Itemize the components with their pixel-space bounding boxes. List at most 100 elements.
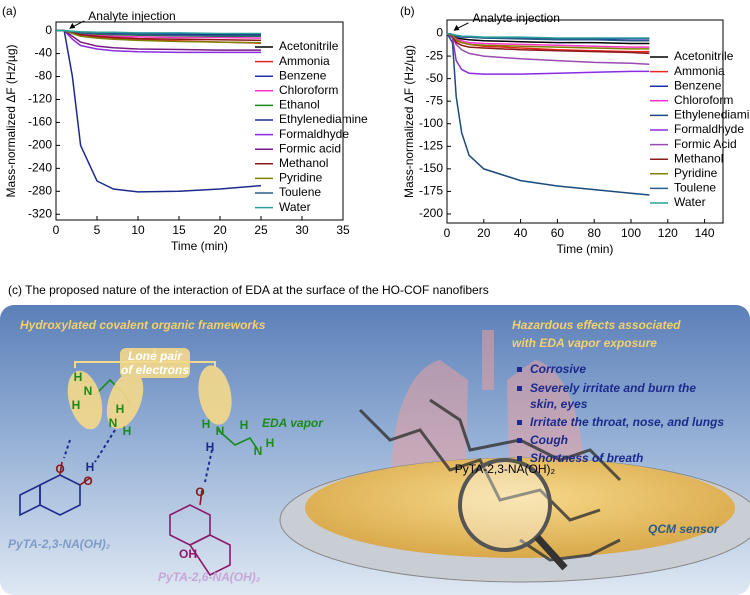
legend-label: Chloroform	[279, 83, 338, 97]
hazard-item: Irritate the throat, nose, and lungs	[530, 415, 724, 429]
x-tick-label: 15	[172, 223, 186, 237]
data-line	[56, 29, 262, 44]
x-tick-label: 140	[695, 226, 715, 240]
molecule-structures	[19, 378, 259, 577]
legend-label: Formaldhyde	[279, 127, 349, 141]
legend-label: Ethanol	[279, 98, 320, 112]
y-tick-label: -240	[28, 161, 52, 175]
right-heading: with EDA vapor exposure	[512, 336, 657, 350]
x-tick-label: 30	[295, 223, 309, 237]
magnifier	[458, 458, 552, 552]
x-tick-label: 5	[94, 223, 101, 237]
x-axis-label: Time (min)	[557, 242, 614, 256]
data-line	[56, 29, 261, 51]
legend-label: Acetonitrile	[279, 39, 339, 53]
y-tick-label: -75	[426, 93, 444, 107]
y-tick-label: -25	[426, 48, 444, 62]
y-tick-label: -200	[28, 138, 52, 152]
legend-label: Pyridine	[279, 171, 323, 185]
atom-label: O	[195, 485, 204, 499]
bullet	[517, 386, 522, 391]
atom-label: H	[72, 398, 81, 412]
y-tick-label: -40	[35, 46, 53, 60]
legend-label: Formic acid	[279, 141, 341, 155]
right-heading: Hazardous effects associated	[512, 318, 681, 332]
y-tick-label: 0	[45, 23, 52, 37]
legend-label: Chloroform	[674, 93, 733, 107]
hazard-item: Severely irritate and burn the	[530, 381, 696, 395]
data-line	[446, 32, 650, 75]
eda-vapor-label: EDA vapor	[262, 416, 324, 430]
atom-label: H	[123, 424, 132, 438]
annotation-arrowhead	[69, 22, 76, 29]
y-tick-label: -120	[28, 92, 52, 106]
left-heading: Hydroxylated covalent organic frameworks	[20, 318, 266, 332]
y-tick-label: -175	[419, 184, 443, 198]
panel-label: (a)	[2, 4, 17, 18]
molecule-label: PyTA-2,3-NA(OH)₂	[8, 537, 111, 551]
x-tick-label: 40	[514, 226, 528, 240]
atom-label: OH	[179, 547, 197, 561]
lone-pair-label: Lone pair	[128, 349, 183, 363]
x-tick-label: 60	[551, 226, 565, 240]
x-tick-label: 10	[131, 223, 145, 237]
data-line	[446, 32, 650, 50]
x-tick-label: 20	[213, 223, 227, 237]
atom-label: N	[109, 416, 118, 430]
data-line	[446, 33, 650, 196]
magnifier-handle	[534, 534, 568, 571]
y-tick-label: -100	[419, 116, 443, 130]
atom-label: N	[254, 444, 263, 458]
x-axis-label: Time (min)	[171, 239, 228, 253]
atom-label: N	[216, 424, 225, 438]
x-tick-label: 100	[621, 226, 641, 240]
y-tick-label: -125	[419, 138, 443, 152]
x-tick-label: 35	[336, 223, 350, 237]
magnifier-label: PyTA-2,3-NA(OH)₂	[455, 462, 556, 476]
atom-label: H	[240, 418, 249, 432]
y-tick-label: -150	[419, 161, 443, 175]
hydrogen-bonds	[63, 429, 213, 483]
legend-label: Benzene	[279, 68, 327, 82]
legend-label: Methanol	[279, 156, 328, 170]
data-line	[56, 29, 261, 54]
molecule-label: PyTA-2,6-NA(OH)₂	[158, 570, 261, 584]
legend-label: Ethylenediamine	[674, 108, 750, 122]
bullet	[517, 420, 522, 425]
atom-label: O	[83, 474, 92, 488]
data-line	[446, 32, 650, 65]
y-tick-label: -160	[28, 115, 52, 129]
bullet	[517, 456, 522, 461]
bullet	[517, 367, 522, 372]
y-axis-label: Mass-normalized ΔF (Hz/µg)	[4, 45, 18, 198]
bullet	[517, 438, 522, 443]
legend-label: Formic Acid	[674, 137, 737, 151]
data-line	[56, 29, 262, 193]
sensor-surface	[305, 458, 735, 558]
atom-label: H	[266, 436, 275, 450]
annotation: Analyte injection	[88, 9, 175, 23]
y-tick-label: -50	[426, 71, 444, 85]
panel-label: (b)	[400, 4, 415, 18]
legend-label: Toulene	[674, 181, 716, 195]
atom-label: N	[84, 384, 93, 398]
atom-label: O	[55, 462, 64, 476]
atom-label: H	[206, 440, 215, 454]
legend-label: Ammonia	[279, 54, 330, 68]
legend-label: Pyridine	[674, 166, 718, 180]
data-line	[56, 29, 261, 35]
y-axis-label: Mass-normalized ΔF (Hz/µg)	[402, 45, 416, 198]
y-tick-label: -200	[419, 206, 443, 220]
panel-c-title: (c) The proposed nature of the interacti…	[8, 283, 489, 297]
lone-pair-bracket	[74, 348, 216, 368]
hazard-item: Shortness of breath	[530, 451, 643, 465]
atom-label: H	[116, 402, 125, 416]
plot-frame	[446, 19, 724, 224]
atom-label: H	[86, 460, 95, 474]
lone-pair-label: of electrons	[121, 363, 189, 377]
legend-label: Water	[279, 200, 311, 214]
legend-label: Ammonia	[674, 64, 725, 78]
x-tick-label: 20	[477, 226, 491, 240]
legend-label: Methanol	[674, 151, 723, 165]
